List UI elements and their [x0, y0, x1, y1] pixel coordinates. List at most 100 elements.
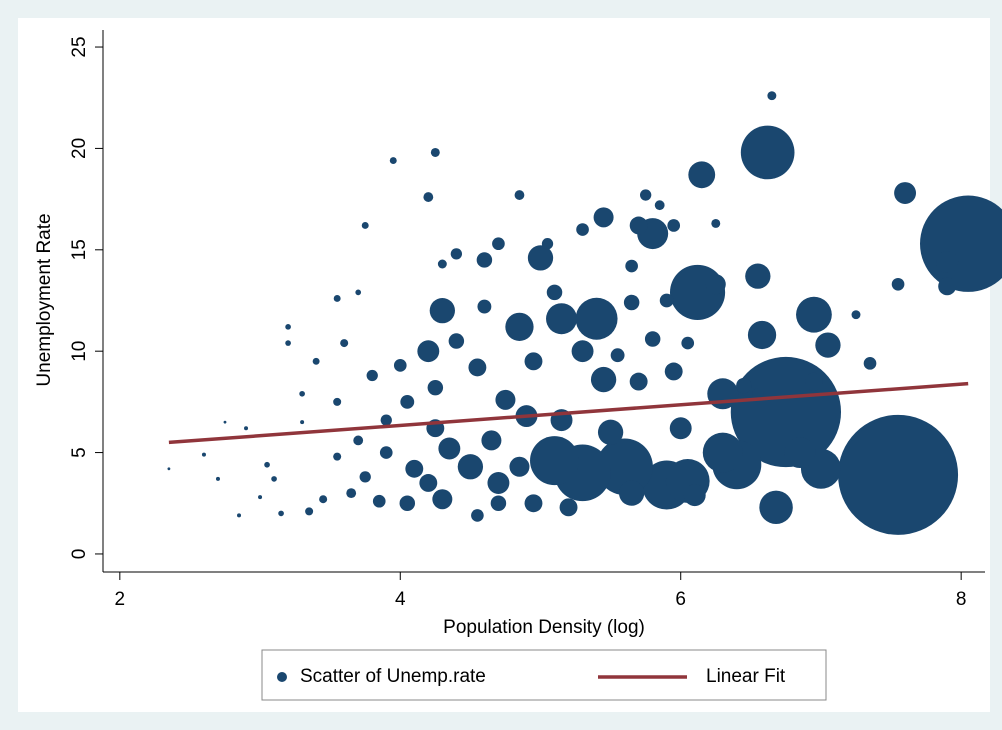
bubble [610, 348, 625, 363]
bubble [355, 289, 362, 296]
bubble [524, 352, 543, 371]
bubble [393, 359, 407, 372]
bubble [514, 190, 525, 200]
bubble [654, 200, 665, 211]
bubble [299, 390, 305, 397]
bubble [215, 476, 220, 481]
bubble [736, 377, 752, 394]
bubble [546, 284, 563, 301]
bubble [688, 161, 716, 189]
legend [261, 649, 827, 701]
bubble [400, 394, 415, 409]
bubble [659, 293, 674, 308]
bubble [333, 397, 342, 406]
legend-label: Linear Fit [706, 666, 786, 687]
fit-line [168, 381, 969, 445]
bubble [796, 296, 832, 333]
bubble [541, 238, 554, 250]
bubble [767, 91, 777, 101]
y-tick-label: 15 [69, 239, 90, 260]
bubble [640, 189, 652, 201]
bubble [752, 388, 764, 400]
bubble [711, 218, 721, 228]
bubble [705, 274, 726, 295]
y-tick-label: 20 [69, 138, 90, 159]
bubble [495, 389, 516, 410]
bubble [305, 507, 314, 516]
bubble [618, 480, 645, 506]
bubble [740, 125, 795, 180]
bubble [575, 297, 618, 340]
bubble [438, 437, 461, 460]
bubble [481, 430, 502, 451]
bubble [938, 277, 957, 296]
legend-marker [277, 672, 287, 682]
bubble [379, 446, 393, 459]
bubble [851, 310, 861, 320]
bubble [300, 420, 305, 425]
bubble [237, 513, 242, 518]
bubble [361, 222, 369, 229]
y-tick-label: 25 [69, 36, 90, 57]
bubble [669, 417, 692, 440]
bubble [448, 333, 465, 349]
y-tick-label: 5 [69, 447, 90, 458]
bubble [490, 495, 507, 512]
bubble [319, 495, 328, 504]
bubble [366, 369, 378, 382]
bubble [264, 461, 270, 468]
bubble [590, 366, 617, 393]
bubble [258, 495, 263, 500]
bubble [359, 471, 371, 483]
y-tick-label: 0 [69, 549, 90, 560]
bubble [167, 467, 171, 471]
bubble [664, 362, 683, 381]
bubble [353, 435, 364, 446]
bubble [527, 245, 554, 271]
bubble [223, 420, 227, 424]
bubble [476, 252, 493, 268]
bubble [784, 437, 816, 469]
bubble [596, 438, 653, 496]
bubble [804, 372, 823, 391]
bubble [623, 294, 640, 311]
bubble [509, 456, 530, 477]
bubble [546, 303, 578, 335]
bubble [346, 488, 357, 499]
bubble [487, 472, 510, 494]
bubble [815, 332, 841, 358]
bubble [891, 277, 905, 291]
bubble [389, 157, 397, 165]
y-tick-label: 10 [69, 341, 90, 362]
bubble [559, 498, 578, 517]
bubble [405, 459, 424, 478]
bubble [285, 340, 291, 346]
bubble [530, 436, 580, 486]
bubble [863, 357, 877, 370]
bubble [271, 476, 277, 482]
bubble [759, 490, 793, 525]
legend-label: Scatter of Unemp.rate [300, 666, 486, 687]
bubble [505, 312, 534, 341]
bubble [625, 259, 638, 273]
bubble [423, 192, 434, 202]
x-tick-label: 6 [675, 589, 686, 610]
bubble [419, 474, 438, 492]
bubble [838, 414, 959, 535]
bubble [427, 379, 444, 396]
bubble [372, 494, 386, 508]
bubble [340, 339, 349, 348]
bubble [312, 357, 320, 365]
bubble [285, 324, 291, 330]
bubble [429, 297, 455, 324]
bubble [745, 263, 771, 289]
bubble [593, 207, 614, 228]
bubble [468, 358, 487, 377]
bubble [707, 378, 739, 410]
bubble [681, 336, 695, 350]
bubble [667, 219, 681, 232]
bubble [457, 454, 484, 480]
bubble [629, 216, 648, 235]
